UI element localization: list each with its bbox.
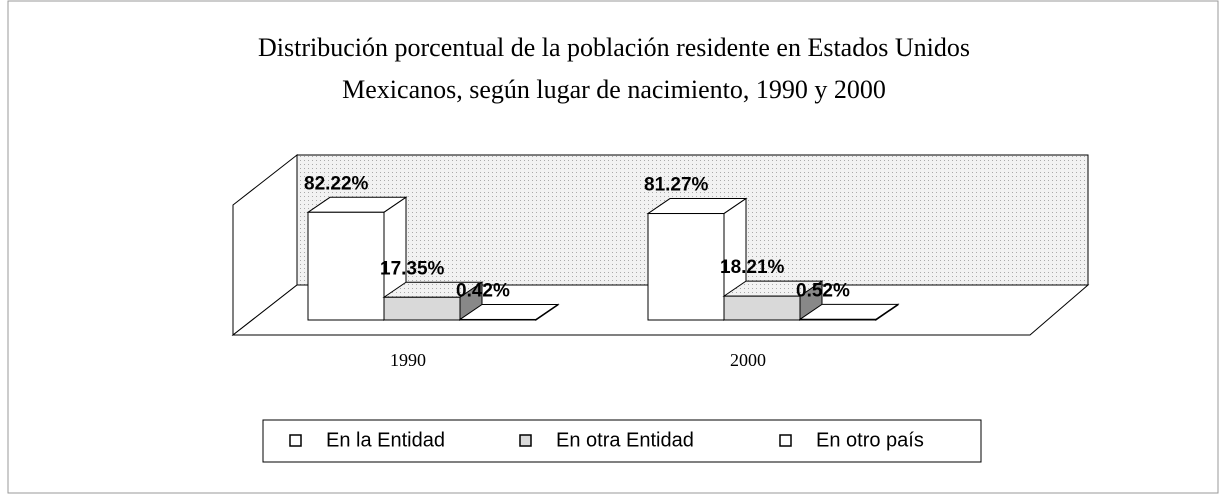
x-tick-label: 1990: [390, 350, 426, 370]
legend: [262, 419, 982, 463]
bar: [647, 213, 725, 321]
data-label: 81.27%: [644, 175, 709, 196]
data-label: 0.42%: [456, 280, 510, 301]
bar: [723, 295, 801, 321]
data-label: 82.22%: [304, 173, 369, 194]
x-tick-label: 2000: [730, 350, 766, 370]
data-label: 18.21%: [720, 257, 785, 278]
data-label: 0.52%: [796, 280, 850, 301]
legend-label: En otra Entidad: [556, 429, 694, 451]
legend-marker: [779, 434, 792, 447]
legend-label: En la Entidad: [326, 429, 445, 451]
legend-marker: [289, 434, 302, 447]
data-label: 17.35%: [380, 258, 445, 279]
chart-title: Mexicanos, según lugar de nacimiento, 19…: [342, 75, 886, 104]
chart-title: Distribución porcentual de la población …: [258, 33, 970, 62]
bar: [383, 296, 461, 321]
chart-border: [7, 0, 1219, 494]
legend-label: En otro país: [816, 429, 924, 451]
bar: [307, 211, 385, 321]
bar: [799, 318, 877, 321]
legend-marker: [519, 434, 532, 447]
bar: [459, 318, 537, 321]
